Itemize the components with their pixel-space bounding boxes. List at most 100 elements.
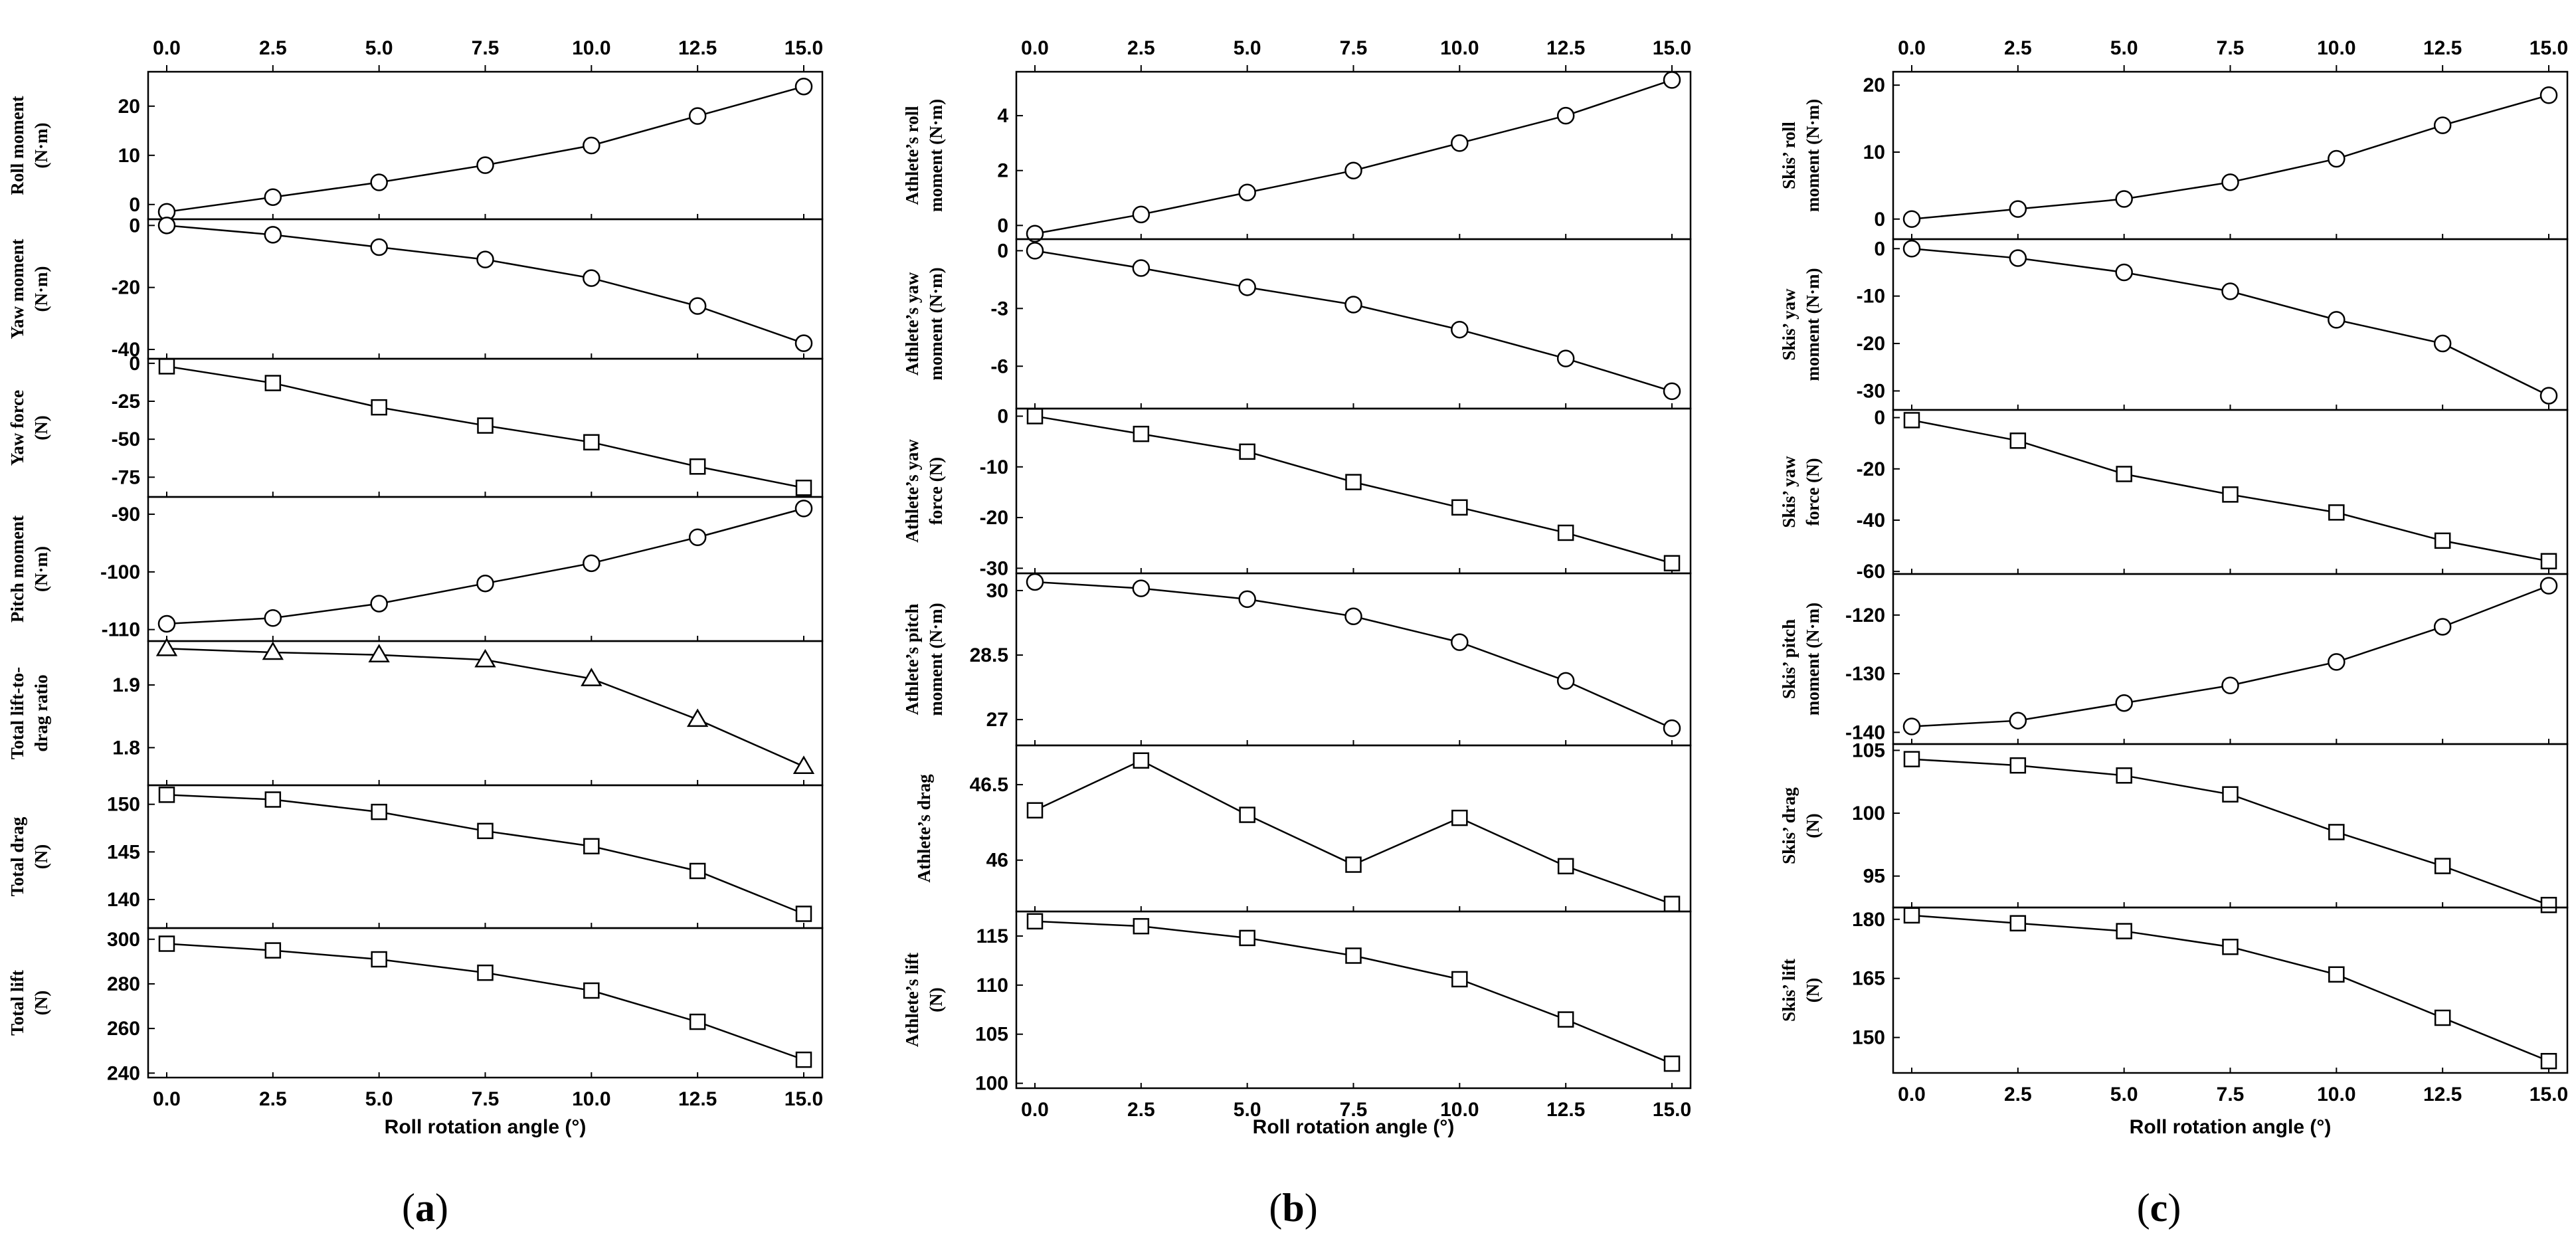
y-tick-label: 2	[997, 160, 1008, 182]
y-tick-label: 115	[976, 925, 1008, 947]
y-tick-label: -30	[980, 557, 1008, 579]
data-point	[1238, 590, 1256, 609]
top-x-tick-label: 2.5	[2004, 37, 2032, 59]
data-point	[1902, 210, 1921, 229]
data-point	[2328, 653, 2346, 671]
panel-frame	[1015, 70, 1692, 240]
data-point	[476, 574, 494, 593]
top-x-tick-label: 0.0	[1021, 37, 1049, 59]
top-x-tick-label: 0.0	[153, 37, 181, 59]
data-point	[688, 297, 707, 315]
y-axis-label: Total lift	[7, 970, 27, 1036]
top-x-tick-label: 10.0	[572, 37, 610, 59]
y-axis-label: (N)	[926, 987, 946, 1012]
y-tick-label: 165	[1852, 968, 1885, 990]
y-axis-label: Skis’ roll	[1779, 122, 1799, 189]
top-x-tick-label: 10.0	[1440, 37, 1479, 59]
y-tick-label: -30	[1857, 380, 1885, 402]
data-point	[2009, 432, 2027, 449]
data-point	[792, 755, 815, 774]
series-line	[166, 794, 804, 915]
top-x-tick-label: 12.5	[2423, 37, 2462, 59]
y-axis-label: Skis’ pitch	[1779, 619, 1799, 699]
x-axis-label: Roll rotation angle (°)	[2130, 1116, 2332, 1138]
data-point	[1026, 242, 1044, 260]
bottom-x-tick-label: 5.0	[1234, 1099, 1261, 1121]
data-point	[583, 136, 600, 155]
top-x-tick-label: 12.5	[1546, 37, 1585, 59]
top-x-tick-label: 7.5	[472, 37, 500, 59]
data-point	[1345, 856, 1362, 873]
panel-frame	[147, 927, 824, 1079]
y-tick-label: 0	[997, 240, 1008, 262]
data-point	[583, 982, 600, 999]
panel-6: 180 165 150 Skis’ lift (N)	[1779, 906, 2569, 1074]
data-point	[2009, 249, 2027, 267]
y-tick-label: 0	[997, 405, 1008, 427]
top-x-tick-label: 2.5	[1127, 37, 1155, 59]
bottom-x-tick-label: 0.0	[1021, 1099, 1049, 1121]
y-tick-label: 150	[107, 794, 140, 816]
y-tick-label: 150	[1852, 1027, 1885, 1049]
data-point	[264, 791, 282, 808]
top-x-tick-label: 2.5	[259, 37, 287, 59]
y-tick-label: 260	[107, 1018, 140, 1040]
data-point	[476, 250, 494, 268]
y-tick-label: 105	[1852, 739, 1885, 761]
data-point	[689, 1013, 706, 1030]
data-point	[1903, 412, 1920, 429]
y-tick-label: 0	[1874, 209, 1885, 231]
data-point	[155, 637, 178, 656]
data-point	[1451, 809, 1468, 826]
bottom-x-tick-label: 2.5	[2004, 1084, 2032, 1105]
y-axis-label: Yaw moment	[7, 239, 27, 339]
data-point	[1451, 499, 1468, 516]
data-point	[2116, 466, 2132, 482]
y-tick-label: -100	[100, 561, 140, 583]
panel-6: 150 145 140 Total drag (N)	[7, 784, 824, 929]
panel-frame	[1892, 573, 2569, 745]
y-tick-label: -40	[1857, 510, 1885, 531]
top-x-tick-label: 12.5	[678, 37, 717, 59]
series-line	[166, 508, 804, 625]
panel-frame	[1015, 407, 1692, 575]
data-point	[477, 822, 494, 840]
y-axis-label: Skis’ drag	[1779, 787, 1799, 864]
y-tick-label: 20	[118, 96, 140, 118]
y-tick-label: 1.9	[112, 674, 140, 696]
panel-2: 0 -10 -20 -30 Skis’ yaw moment (N·m)	[1779, 238, 2569, 411]
data-point	[581, 668, 602, 686]
data-point	[2328, 149, 2346, 168]
top-x-tick-label: 0.0	[1898, 37, 1926, 59]
data-point	[1663, 1055, 1681, 1072]
panel-3: 0 -25 -50 -75 Yaw force (N)	[7, 353, 824, 498]
series-line	[1911, 94, 2549, 221]
y-axis-label: Pitch moment	[7, 516, 27, 622]
bottom-x-tick-label: 12.5	[1546, 1099, 1585, 1121]
data-point	[2328, 504, 2345, 521]
x-axis-label: Roll rotation angle (°)	[385, 1116, 587, 1138]
data-point	[795, 1051, 812, 1068]
y-tick-label: 105	[975, 1024, 1008, 1046]
data-point	[2539, 387, 2558, 405]
series-line	[1034, 79, 1673, 235]
data-point	[1451, 320, 1469, 339]
panel-3: 0 -20 -40 -60 Skis’ yaw force (N)	[1779, 407, 2569, 583]
panel-4: 30 28.5 27 Athlete’s pitch moment (N·m)	[902, 572, 1692, 747]
data-point	[2116, 767, 2132, 784]
y-tick-label: -20	[1857, 458, 1885, 480]
y-tick-label: 30	[986, 580, 1008, 602]
bottom-x-tick-label: 0.0	[153, 1088, 181, 1110]
data-point	[2009, 915, 2027, 931]
y-axis-label: Total lift-to-	[7, 667, 27, 759]
data-point	[2540, 553, 2557, 569]
data-point	[476, 156, 494, 174]
data-point	[1663, 382, 1681, 401]
panel-4: -120 -130 -140 Skis’ pitch moment (N·m)	[1779, 573, 2569, 745]
series-line	[1034, 759, 1673, 905]
panel-4: -90 -100 -110 Pitch moment (N·m)	[7, 496, 824, 642]
series-line	[166, 943, 804, 1061]
data-point	[262, 641, 284, 660]
y-tick-label: -90	[112, 504, 140, 525]
y-tick-label: -20	[112, 277, 140, 299]
